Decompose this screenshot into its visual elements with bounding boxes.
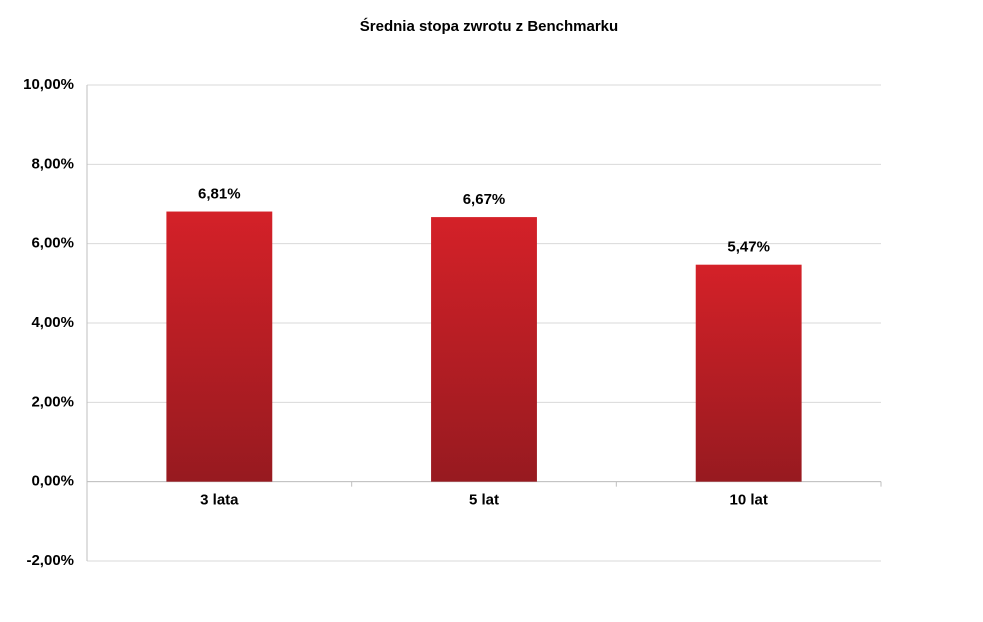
data-label: 5,47% (727, 239, 770, 256)
bar (166, 211, 273, 482)
y-tick-label: 6,00% (31, 235, 74, 252)
x-tick-label: 5 lat (469, 492, 499, 509)
y-tick-label: 0,00% (31, 473, 74, 490)
chart-title: Średnia stopa zwrotu z Benchmarku (360, 17, 618, 35)
bar (695, 264, 802, 482)
x-tick-label: 3 lata (200, 492, 239, 509)
bar (431, 217, 537, 482)
data-label: 6,81% (198, 186, 241, 203)
x-tick-label: 10 lat (729, 492, 767, 509)
data-label: 6,67% (463, 191, 506, 208)
y-tick-label: 8,00% (31, 155, 74, 172)
y-tick-label: 2,00% (31, 393, 74, 410)
y-tick-label: 4,00% (31, 314, 74, 331)
y-tick-label: -2,00% (26, 552, 74, 569)
y-tick-label: 10,00% (23, 76, 74, 93)
